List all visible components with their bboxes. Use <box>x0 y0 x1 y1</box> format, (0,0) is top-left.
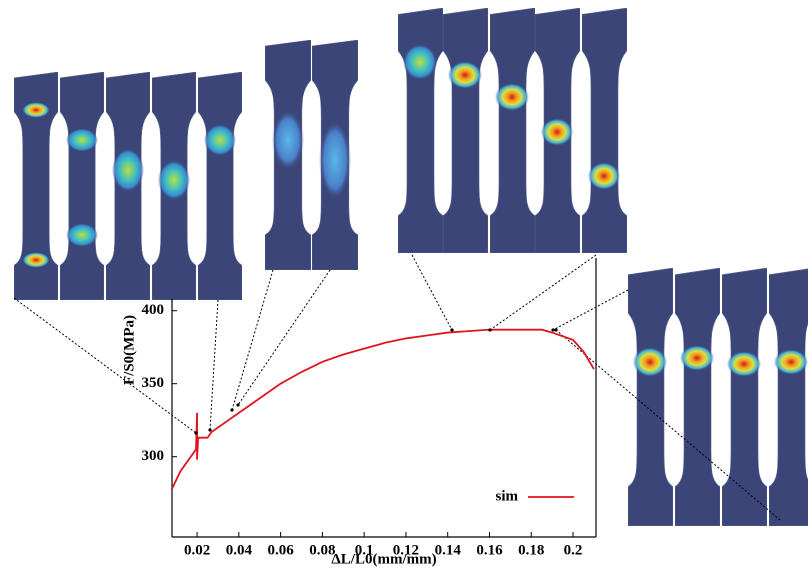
x-tick-label: 0.02 <box>184 542 210 558</box>
marker-dot <box>450 328 454 332</box>
specimens <box>14 8 808 526</box>
y-tick-label: 350 <box>142 375 165 391</box>
marker-dot <box>488 328 492 332</box>
legend-label: sim <box>496 488 519 504</box>
x-tick-label: 0.08 <box>309 542 335 558</box>
y-tick-label: 300 <box>142 448 165 464</box>
marker-dot <box>208 428 212 432</box>
marker-dot <box>236 403 240 407</box>
leader-lines <box>13 254 781 521</box>
x-tick-label: 0.2 <box>564 542 583 558</box>
marker-dot <box>551 328 555 332</box>
x-tick-label: 0.16 <box>476 542 503 558</box>
x-tick-label: 0.04 <box>226 542 253 558</box>
axes <box>171 258 597 538</box>
x-tick-label: 0.12 <box>393 542 419 558</box>
marker-dot <box>230 408 234 412</box>
x-tick-label: 0.18 <box>518 542 544 558</box>
x-tick-label: 0.1 <box>355 542 374 558</box>
x-tick-label: 0.06 <box>267 542 294 558</box>
y-axis-label: F/S0(MPa) <box>121 315 137 385</box>
x-axis-label: ΔL/L0(mm/mm) <box>331 551 436 567</box>
x-tick-label: 0.14 <box>435 542 462 558</box>
y-tick-label: 400 <box>142 302 165 318</box>
marker-dot <box>194 431 198 435</box>
marker-dot <box>554 328 558 332</box>
series-line <box>171 328 595 490</box>
